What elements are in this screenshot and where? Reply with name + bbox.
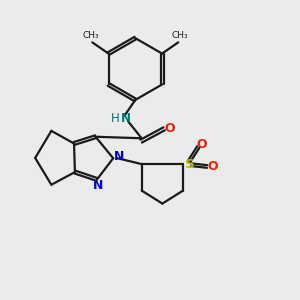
Text: O: O xyxy=(164,122,175,135)
Text: O: O xyxy=(208,160,218,173)
Text: O: O xyxy=(196,138,207,151)
Text: H: H xyxy=(111,112,120,125)
Text: CH₃: CH₃ xyxy=(82,31,99,40)
Text: N: N xyxy=(121,112,130,125)
Text: N: N xyxy=(93,179,104,192)
Text: CH₃: CH₃ xyxy=(171,31,188,40)
Text: N: N xyxy=(114,150,124,163)
Text: S: S xyxy=(184,158,194,171)
